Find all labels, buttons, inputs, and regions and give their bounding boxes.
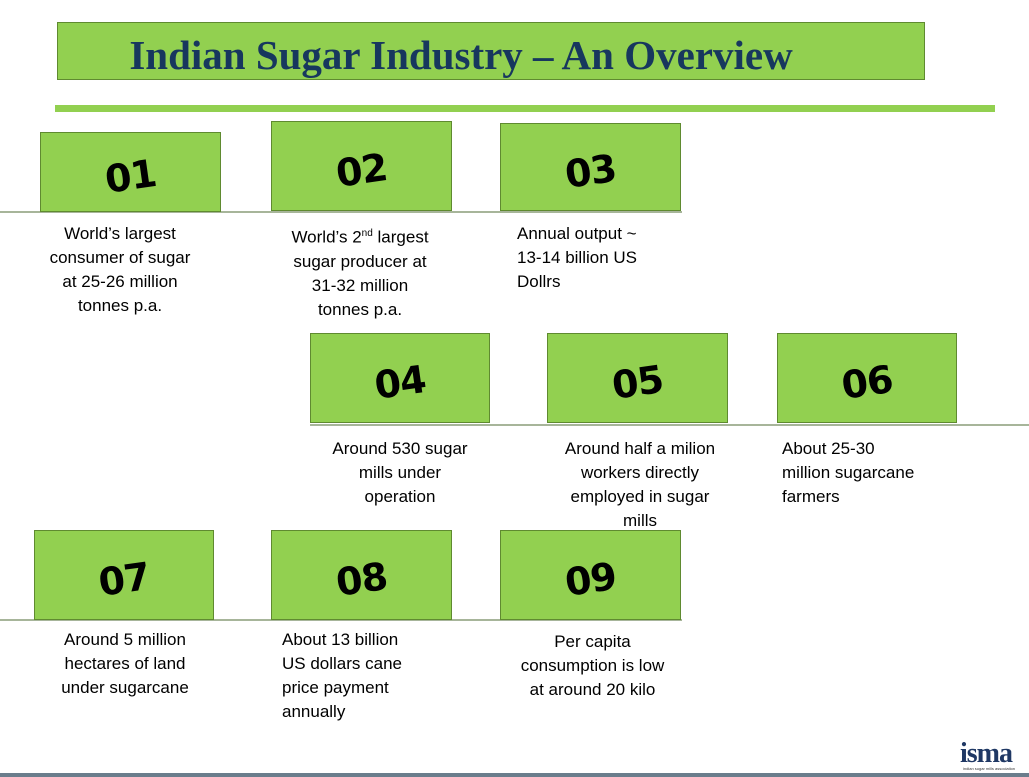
item-description: About 25-30 million sugarcane farmers	[782, 437, 952, 509]
item-number: 05	[609, 357, 666, 408]
title-underline	[55, 105, 995, 112]
description-line: employed in sugar	[570, 487, 710, 506]
description-line: US dollars cane	[282, 654, 403, 673]
logo: isma	[960, 738, 1013, 769]
description-line: workers directly	[580, 463, 700, 482]
item-description: Around half a milion workers directly empl…	[545, 437, 735, 533]
description-line: Dollrs	[517, 272, 561, 291]
item-description: Per capita consumption is low at around 20…	[500, 630, 685, 702]
description-line: Per capita	[554, 632, 631, 651]
item-number: 09	[562, 554, 619, 605]
line-text: largest	[377, 227, 429, 247]
title: Indian Sugar Industry – An Overview	[129, 32, 793, 78]
description-line: consumption is low	[520, 656, 665, 675]
row-rule	[310, 424, 1029, 426]
item-number: 03	[562, 146, 619, 197]
item-number: 07	[95, 554, 153, 605]
description-line: annually	[282, 702, 346, 721]
description-line: 31-32 million	[311, 275, 409, 295]
number-box: 08	[271, 530, 452, 620]
superscript: nd	[361, 228, 373, 239]
description-line: mills under	[358, 463, 442, 482]
item-number: 08	[333, 554, 390, 605]
item-number: 06	[838, 357, 896, 408]
item-description: Around 5 million hectares of land under su…	[40, 628, 210, 700]
item-description: About 13 billion US dollars cane price pay…	[282, 628, 442, 724]
description-line: tonnes p.a.	[317, 299, 403, 319]
description-line: operation	[364, 487, 436, 506]
item-description: Annual output ~ 13-14 billion US Dollrs	[517, 222, 677, 294]
number-box: 04	[310, 333, 490, 423]
item-description: World’s largest consumer of sugar at 25-26…	[40, 222, 200, 318]
description-line: sugar producer at	[293, 251, 427, 271]
line-text: World’s 2	[291, 227, 362, 247]
description-line: World’s 2nd largest	[275, 222, 445, 250]
description-line: price payment	[282, 678, 389, 697]
item-description: World’s 2nd largest sugar producer at 31-3…	[275, 222, 445, 322]
description-line: Annual output ~	[517, 224, 637, 243]
item-number: 02	[333, 145, 390, 196]
description-line: About 25-30	[782, 439, 875, 458]
description-line: million sugarcane	[782, 463, 915, 482]
number-box: 07	[34, 530, 214, 620]
description-line: Around 5 million	[64, 630, 186, 649]
description-line: under sugarcane	[61, 678, 189, 697]
description-line: mills	[623, 511, 657, 530]
number-box: 06	[777, 333, 957, 423]
description-line: World’s largest	[64, 224, 176, 243]
logo-tagline: indian sugar mills association	[963, 766, 1016, 771]
number-box: 05	[547, 333, 728, 423]
row-rule	[0, 619, 682, 621]
row-rule	[0, 211, 682, 213]
number-box: 01	[40, 132, 221, 212]
number-box: 02	[271, 121, 452, 211]
title-box: Indian Sugar Industry – An Overview	[57, 22, 925, 80]
number-box: 09	[500, 530, 681, 620]
number-box: 03	[500, 123, 681, 211]
description-line: at around 20 kilo	[529, 680, 656, 699]
description-line: Around 530 sugar	[332, 439, 468, 458]
description-line: farmers	[782, 487, 840, 506]
item-number: 04	[371, 357, 429, 408]
item-description: Around 530 sugar mills under operation	[310, 437, 490, 509]
description-line: at 25-26 million	[62, 272, 178, 291]
description-line: About 13 billion	[282, 630, 399, 649]
description-line: Around half a milion	[564, 439, 716, 458]
description-line: tonnes p.a.	[77, 296, 163, 315]
description-line: hectares of land	[64, 654, 186, 673]
footer-line	[0, 773, 1029, 777]
description-line: consumer of sugar	[49, 248, 191, 267]
description-line: 13-14 billion US	[517, 248, 638, 267]
item-number: 01	[102, 151, 159, 202]
